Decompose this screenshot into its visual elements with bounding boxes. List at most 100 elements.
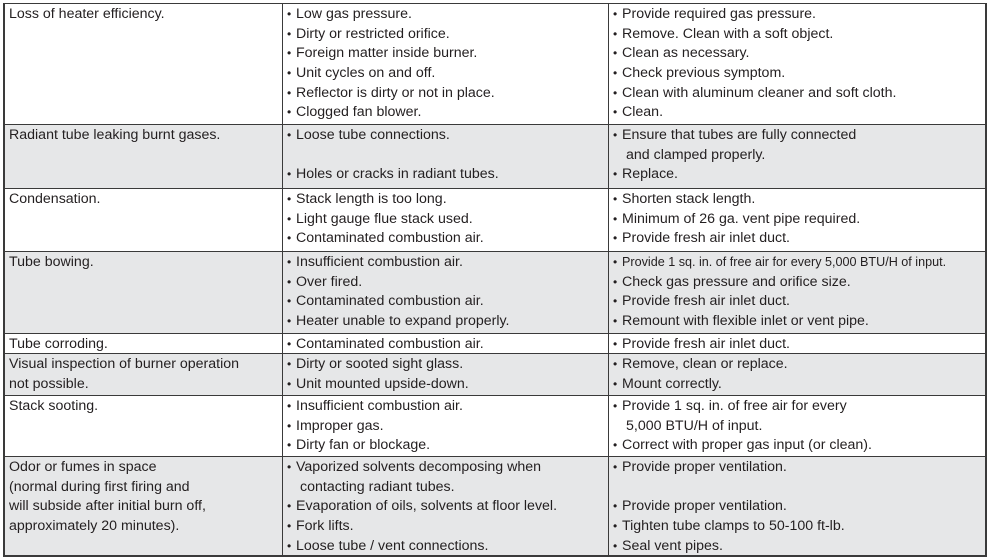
problem-cell: Loss of heater efficiency. — [5, 4, 283, 124]
remedy-item-text: Remove. Clean with a soft object. — [622, 25, 834, 42]
remedy-item-text: Correct with proper gas input (or clean)… — [622, 437, 872, 454]
cause-item: Unit cycles on and off. — [287, 64, 608, 84]
cause-item: Evaporation of oils, solvents at floor l… — [287, 497, 608, 517]
cause-item-text: Foreign matter inside burner. — [296, 45, 478, 62]
remedy-item: Check gas pressure and orifice size. — [613, 273, 985, 293]
troubleshooting-table: Loss of heater efficiency. Low gas pressu… — [3, 3, 987, 557]
cause-item: Loose tube connections. — [287, 126, 608, 146]
cause-item: Foreign matter inside burner. — [287, 44, 608, 64]
remedy-item: Remove. Clean with a soft object. — [613, 25, 985, 45]
remedy-item-text: Replace. — [622, 166, 678, 183]
remedy-item: Clean. — [613, 103, 985, 123]
cause-item: Heater unable to expand properly. — [287, 312, 608, 332]
remedy-item: Provide proper ventilation. — [613, 497, 985, 517]
cause-item-text: Loose tube connections. — [296, 127, 450, 143]
remedy-item-text: Minimum of 26 ga. vent pipe required. — [622, 210, 861, 227]
cause-item-text: Contaminated combustion air. — [296, 336, 484, 352]
problem-cell: Radiant tube leaking burnt gases. — [5, 125, 283, 188]
cause-item-text: Contaminated combustion air. — [296, 293, 484, 310]
cause-item: Dirty fan or blockage. — [287, 436, 608, 456]
remedy-cell: Ensure that tubes are fully connected and… — [609, 125, 985, 188]
remedy-item-text: 5,000 BTU/H of input. — [626, 417, 763, 434]
remedy-item-text: Provide fresh air inlet duct. — [622, 336, 790, 352]
remedy-item-text: Provide fresh air inlet duct. — [622, 230, 790, 247]
problem-text: Stack sooting. — [9, 398, 99, 414]
cause-item: Insufficient combustion air. — [287, 253, 608, 273]
remedy-item-text: Ensure that tubes are fully connected — [622, 127, 857, 143]
problem-cell: Tube bowing. — [5, 252, 283, 333]
cause-item-text: Light gauge flue stack used. — [296, 210, 473, 227]
cause-item-text: Dirty or sooted sight glass. — [296, 356, 464, 372]
cause-item-text: Fork lifts. — [296, 518, 354, 535]
remedy-item: Minimum of 26 ga. vent pipe required. — [613, 210, 985, 230]
problem-text: approximately 20 minutes). — [9, 518, 180, 535]
remedy-item-text: Check gas pressure and orifice size. — [622, 273, 851, 290]
remedy-item: Provide fresh air inlet duct. — [613, 335, 985, 355]
cause-cell: Low gas pressure. Dirty or restricted ori… — [283, 4, 609, 124]
cause-item: Contaminated combustion air. — [287, 292, 608, 312]
remedy-cell: Provide 1 sq. in. of free air for every 5… — [609, 396, 985, 456]
cause-cell: Contaminated combustion air. — [283, 334, 609, 353]
cause-item: Over fired. — [287, 273, 608, 293]
cause-item: Contaminated combustion air. — [287, 335, 608, 355]
cause-item: Reflector is dirty or not in place. — [287, 84, 608, 104]
cause-item-text: Contaminated combustion air. — [296, 230, 484, 247]
cause-cell: Dirty or sooted sight glass. Unit mounted… — [283, 354, 609, 395]
problem-text: Visual inspection of burner operation — [9, 356, 240, 372]
cause-cell: Stack length is too long. Light gauge flu… — [283, 189, 609, 251]
remedy-item-text: Clean with aluminum cleaner and soft clo… — [622, 84, 897, 101]
table-row: Tube bowing. Insufficient combustion air.… — [5, 252, 985, 334]
remedy-item: Provide 1 sq. in. of free air for every … — [613, 253, 985, 273]
problem-cell: Odor or fumes in space (normal during fir… — [5, 457, 283, 555]
remedy-item: Replace. — [613, 165, 985, 185]
remedy-item: Tighten tube clamps to 50-100 ft-lb. — [613, 517, 985, 537]
cause-item: Unit mounted upside-down. — [287, 375, 608, 395]
problem-cell: Stack sooting. — [5, 396, 283, 456]
cause-item: Holes or cracks in radiant tubes. — [287, 165, 608, 185]
cause-item-text: Improper gas. — [296, 417, 384, 434]
remedy-item: Seal vent pipes. — [613, 537, 985, 557]
remedy-cell: Provide proper ventilation. Provide prope… — [609, 457, 985, 555]
problem-cell: Tube corroding. — [5, 334, 283, 353]
remedy-item: Provide fresh air inlet duct. — [613, 229, 985, 249]
table-row: Stack sooting. Insufficient combustion ai… — [5, 396, 985, 457]
cause-item: Fork lifts. — [287, 517, 608, 537]
remedy-item-text: Shorten stack length. — [622, 191, 756, 207]
cause-item: Stack length is too long. — [287, 190, 608, 210]
cause-cell: Vaporized solvents decomposing when conta… — [283, 457, 609, 555]
cause-item-text: Insufficient combustion air. — [296, 254, 463, 270]
remedy-item: Check previous symptom. — [613, 64, 985, 84]
remedy-item: Clean with aluminum cleaner and soft clo… — [613, 84, 985, 104]
remedy-item-text: Check previous symptom. — [622, 65, 786, 82]
remedy-cell: Provide 1 sq. in. of free air for every … — [609, 252, 985, 333]
table-row: Tube corroding. Contaminated combustion a… — [5, 334, 985, 354]
remedy-item-text: Remove, clean or replace. — [622, 356, 788, 372]
remedy-item-text: Clean. — [622, 104, 664, 121]
remedy-item-text: Clean as necessary. — [622, 45, 750, 62]
cause-cell: Insufficient combustion air. Over fired. C… — [283, 252, 609, 333]
table-row: Visual inspection of burner operation not… — [5, 354, 985, 396]
cause-item-text: Insufficient combustion air. — [296, 398, 463, 414]
remedy-item: Remount with flexible inlet or vent pipe… — [613, 312, 985, 332]
cause-item-text: Unit cycles on and off. — [296, 65, 436, 82]
cause-item-text: contacting radiant tubes. — [300, 478, 455, 495]
cause-cell: Insufficient combustion air. Improper gas… — [283, 396, 609, 456]
cause-item: Light gauge flue stack used. — [287, 210, 608, 230]
cause-item-text: Stack length is too long. — [296, 191, 447, 207]
cause-item-text: Holes or cracks in radiant tubes. — [296, 166, 499, 183]
table-row: Loss of heater efficiency. Low gas pressu… — [5, 4, 985, 125]
cause-item-text: Vaporized solvents decomposing when — [296, 459, 542, 475]
cause-item: Improper gas. — [287, 417, 608, 437]
table-row: Condensation. Stack length is too long. Li… — [5, 189, 985, 252]
cause-item: Low gas pressure. — [287, 5, 608, 25]
remedy-item: Shorten stack length. — [613, 190, 985, 210]
cause-item: Contaminated combustion air. — [287, 229, 608, 249]
cause-item-text: Dirty or restricted orifice. — [296, 25, 450, 42]
cause-item: Dirty or sooted sight glass. — [287, 355, 608, 375]
cause-item: Dirty or restricted orifice. — [287, 25, 608, 45]
remedy-item: Provide 1 sq. in. of free air for every — [613, 397, 985, 417]
remedy-item-text: Provide 1 sq. in. of free air for every — [622, 398, 847, 414]
problem-text: Loss of heater efficiency. — [9, 6, 165, 22]
problem-text: Condensation. — [9, 191, 101, 207]
remedy-item-text: Tighten tube clamps to 50-100 ft-lb. — [622, 518, 845, 535]
